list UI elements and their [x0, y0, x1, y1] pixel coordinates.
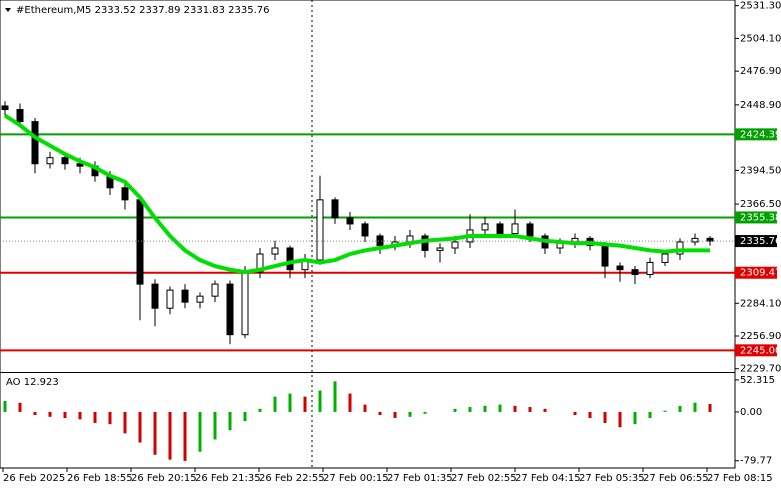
level-label: 2245.00	[740, 345, 781, 356]
candle-body	[46, 157, 54, 165]
y-tick-label: 2504.10	[740, 33, 781, 44]
x-tick-label: 27 Feb 01:35	[387, 473, 453, 484]
candle-body	[166, 289, 174, 309]
candle-body	[661, 253, 669, 263]
chart-title: #Ethereum,M5 2333.52 2337.89 2331.83 233…	[16, 5, 270, 16]
y-tick-label: 2448.90	[740, 100, 781, 111]
candle-body	[421, 235, 429, 251]
candle-body	[241, 271, 249, 336]
price-label: 2335.76	[740, 236, 781, 247]
x-tick-label: 27 Feb 00:15	[323, 473, 389, 484]
candle-body	[31, 121, 39, 165]
x-tick-label: 27 Feb 06:55	[643, 473, 709, 484]
x-tick-label: 27 Feb 08:15	[707, 473, 773, 484]
candle-body	[511, 223, 519, 235]
candle-body	[646, 261, 654, 275]
x-tick-label: 26 Feb 21:35	[195, 473, 261, 484]
x-tick-label: 26 Feb 18:55	[67, 473, 133, 484]
ao-tick-label: 0.00	[740, 407, 762, 418]
x-tick-label: 27 Feb 02:55	[451, 473, 517, 484]
candle-body	[316, 199, 324, 261]
level-label: 2355.38	[740, 212, 781, 223]
candle-body	[271, 247, 279, 255]
level-label: 2309.47	[740, 268, 781, 279]
ao-title: AO 12.923	[6, 377, 59, 388]
y-tick-label: 2531.30	[740, 1, 781, 12]
candle-body	[706, 237, 714, 242]
x-tick-label: 27 Feb 05:35	[579, 473, 645, 484]
candle-body	[631, 269, 639, 275]
level-tag	[735, 128, 777, 141]
menu-arrow	[5, 8, 11, 12]
candle-body	[346, 217, 354, 225]
candle-body	[451, 241, 459, 249]
candle-body	[676, 241, 684, 255]
candle-body	[211, 283, 219, 297]
candle-body	[616, 265, 624, 271]
y-tick-label: 2256.90	[740, 331, 781, 342]
candle-body	[526, 223, 534, 237]
candle-body	[181, 289, 189, 303]
x-tick-label: 27 Feb 04:15	[515, 473, 581, 484]
candle-body	[691, 237, 699, 243]
candle-body	[361, 223, 369, 237]
candle-body	[256, 253, 264, 273]
y-tick-label: 2366.50	[740, 199, 781, 210]
candle-body	[16, 109, 24, 123]
level-tag	[735, 211, 777, 224]
candle-body	[226, 283, 234, 336]
level-tag	[735, 266, 777, 279]
candle-body	[481, 223, 489, 231]
candle-body	[151, 283, 159, 309]
x-tick-label: 26 Feb 20:15	[131, 473, 197, 484]
y-tick-label: 2229.70	[740, 364, 781, 375]
candle-body	[436, 247, 444, 251]
y-tick-label: 2476.90	[740, 66, 781, 77]
y-tick-label: 2284.10	[740, 298, 781, 309]
candle-body	[286, 247, 294, 271]
price-tag	[735, 235, 777, 248]
level-label: 2424.39	[740, 129, 781, 140]
candle-body	[376, 235, 384, 247]
candle-body	[136, 199, 144, 285]
candle-body	[196, 295, 204, 303]
candle-body	[496, 223, 504, 235]
candle-body	[601, 245, 609, 267]
ao-tick-label: -79.77	[740, 456, 772, 467]
candle-body	[121, 187, 129, 201]
candle-body	[1, 105, 9, 111]
level-tag	[735, 344, 777, 357]
ao-tick-label: 52.315	[740, 375, 775, 386]
candle-body	[331, 199, 339, 219]
x-tick-label: 26 Feb 2025	[3, 473, 65, 484]
candle-body	[76, 163, 84, 167]
candle-body	[61, 157, 69, 165]
moving-average	[3, 113, 710, 275]
x-tick-label: 26 Feb 22:55	[259, 473, 325, 484]
y-tick-label: 2394.50	[740, 165, 781, 176]
